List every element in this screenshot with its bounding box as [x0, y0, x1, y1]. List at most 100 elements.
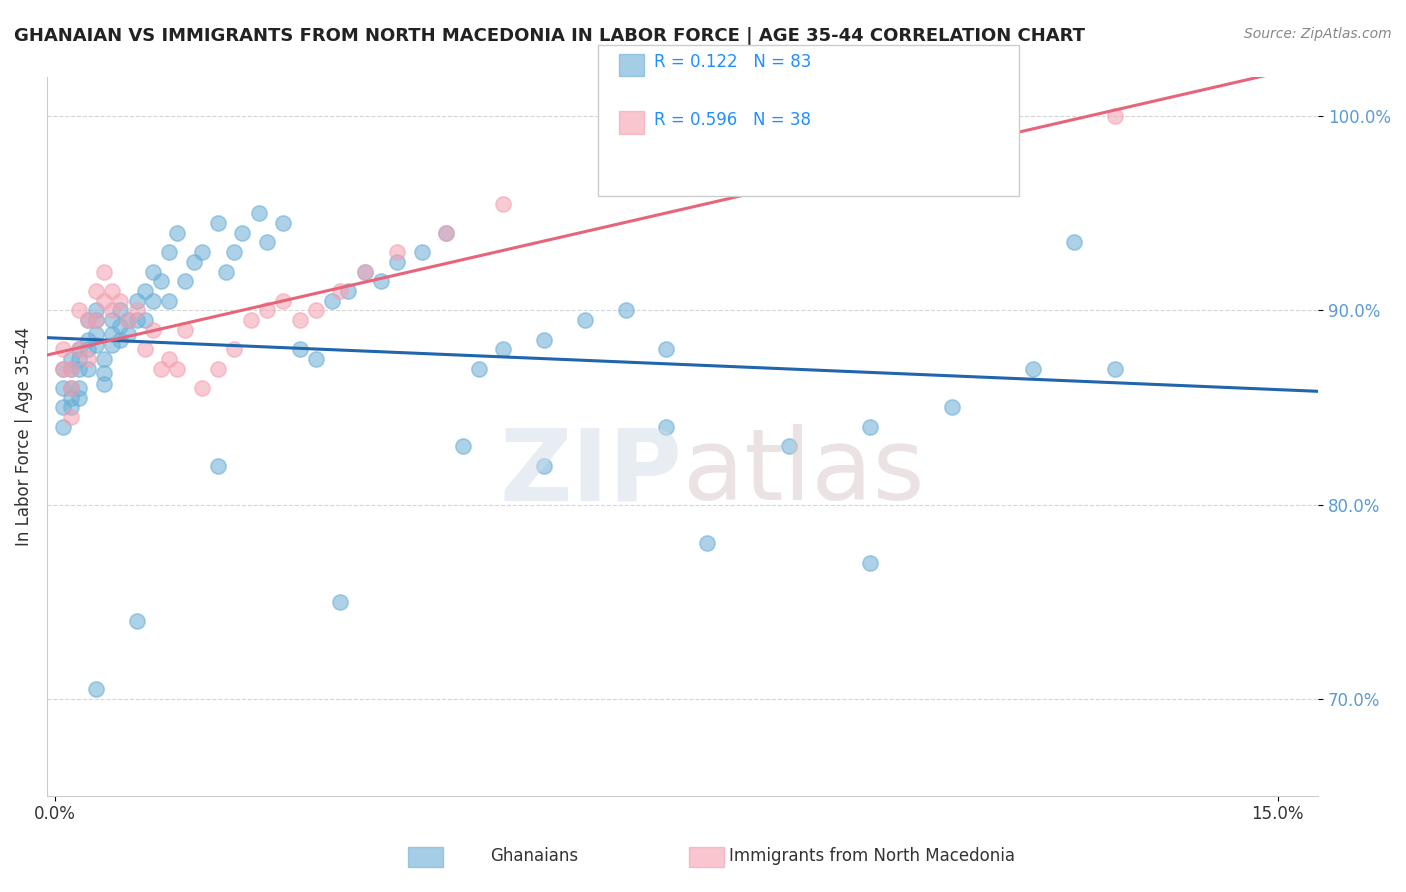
Text: R = 0.596   N = 38: R = 0.596 N = 38 [654, 112, 811, 129]
Text: Ghanaians: Ghanaians [491, 847, 578, 865]
Point [52, 361, 75, 376]
Point [52, 401, 75, 415]
Text: ZIP: ZIP [499, 424, 682, 521]
Point [150, 274, 173, 288]
Point [93, 293, 115, 308]
Point [110, 318, 132, 333]
Point [76, 361, 98, 376]
Point [434, 226, 457, 240]
Point [157, 351, 180, 366]
Point [69, 361, 91, 376]
Point [190, 245, 212, 260]
Point [166, 361, 188, 376]
Point [370, 274, 392, 288]
Point [337, 284, 360, 298]
Point [655, 343, 678, 357]
Point [84, 313, 107, 327]
Point [52, 420, 75, 434]
Point [76, 333, 98, 347]
Point [468, 361, 491, 376]
Point [157, 245, 180, 260]
Point [84, 303, 107, 318]
Point [288, 313, 311, 327]
Point [117, 326, 139, 341]
Point [60, 361, 83, 376]
Point [52, 361, 75, 376]
Point [183, 255, 205, 269]
Text: Source: ZipAtlas.com: Source: ZipAtlas.com [1244, 27, 1392, 41]
Point [125, 313, 148, 327]
Point [859, 420, 882, 434]
Point [353, 264, 375, 278]
Point [101, 338, 124, 352]
Point [533, 458, 555, 473]
Point [134, 313, 156, 327]
Point [101, 326, 124, 341]
Point [655, 420, 678, 434]
Point [166, 226, 188, 240]
Point [52, 381, 75, 395]
Point [190, 381, 212, 395]
Point [60, 401, 83, 415]
Point [69, 343, 91, 357]
Point [353, 264, 375, 278]
Point [574, 313, 596, 327]
Point [321, 293, 343, 308]
Point [60, 410, 83, 425]
Point [271, 293, 294, 308]
Point [434, 226, 457, 240]
Point [157, 293, 180, 308]
Text: R = 0.122   N = 83: R = 0.122 N = 83 [654, 54, 811, 71]
Point [125, 614, 148, 628]
Point [69, 381, 91, 395]
Point [329, 594, 352, 608]
Point [134, 343, 156, 357]
Point [142, 323, 165, 337]
Y-axis label: In Labor Force | Age 35-44: In Labor Force | Age 35-44 [15, 327, 32, 546]
Point [69, 343, 91, 357]
Point [60, 351, 83, 366]
Point [60, 381, 83, 395]
Point [305, 303, 328, 318]
Point [492, 196, 515, 211]
Point [696, 536, 718, 550]
Point [84, 338, 107, 352]
Point [614, 303, 637, 318]
Point [60, 361, 83, 376]
Text: Immigrants from North Macedonia: Immigrants from North Macedonia [728, 847, 1015, 865]
Point [60, 391, 83, 405]
Point [117, 313, 139, 327]
Point [174, 323, 197, 337]
Point [84, 326, 107, 341]
Point [150, 361, 173, 376]
Point [52, 343, 75, 357]
Point [110, 303, 132, 318]
Point [492, 343, 515, 357]
Point [93, 264, 115, 278]
Point [110, 293, 132, 308]
Point [778, 439, 800, 453]
Point [256, 303, 278, 318]
Point [174, 274, 197, 288]
Point [101, 284, 124, 298]
Point [134, 284, 156, 298]
Point [69, 391, 91, 405]
Point [271, 216, 294, 230]
Point [1104, 109, 1126, 123]
Point [224, 343, 246, 357]
Text: atlas: atlas [682, 424, 924, 521]
Text: GHANAIAN VS IMMIGRANTS FROM NORTH MACEDONIA IN LABOR FORCE | AGE 35-44 CORRELATI: GHANAIAN VS IMMIGRANTS FROM NORTH MACEDO… [14, 27, 1085, 45]
Point [224, 245, 246, 260]
Point [231, 226, 253, 240]
Point [110, 333, 132, 347]
Point [533, 333, 555, 347]
Point [76, 343, 98, 357]
Point [256, 235, 278, 250]
Point [101, 313, 124, 327]
Point [305, 351, 328, 366]
Point [329, 284, 352, 298]
Point [239, 313, 262, 327]
Point [76, 313, 98, 327]
Point [93, 377, 115, 392]
Point [84, 681, 107, 696]
